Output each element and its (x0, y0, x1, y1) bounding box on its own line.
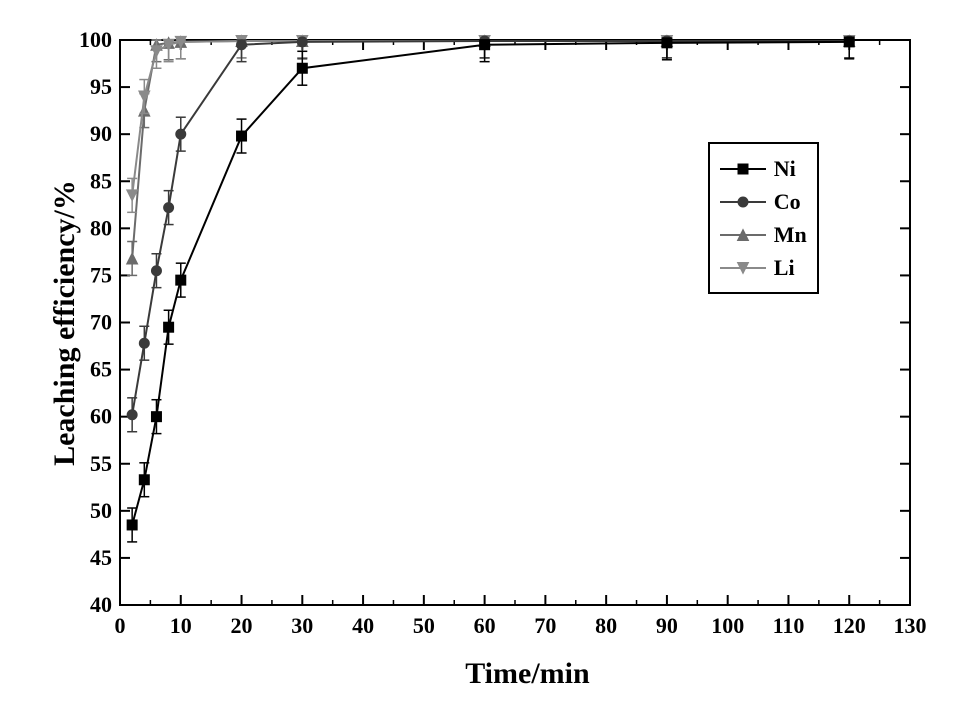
legend-swatch-Mn (720, 226, 766, 242)
legend-swatch-Li (720, 259, 766, 275)
x-tick-label: 130 (894, 613, 927, 638)
marker-circle (176, 129, 186, 139)
legend-item-Li: Li (720, 251, 807, 284)
y-tick-label: 80 (90, 215, 112, 240)
marker-square (480, 40, 490, 50)
legend-item-Ni: Ni (720, 152, 807, 185)
y-tick-label: 45 (90, 545, 112, 570)
x-tick-label: 20 (231, 613, 253, 638)
legend-label-Li: Li (774, 251, 795, 284)
marker-circle (738, 197, 748, 207)
marker-square (151, 412, 161, 422)
y-axis-label: Leaching efficiency/% (48, 180, 82, 466)
marker-triangle-down (127, 190, 138, 201)
x-tick-label: 90 (656, 613, 678, 638)
legend-label-Co: Co (774, 185, 801, 218)
marker-square (164, 322, 174, 332)
legend: NiCoMnLi (708, 142, 819, 294)
marker-circle (164, 203, 174, 213)
marker-circle (237, 40, 247, 50)
x-tick-label: 0 (115, 613, 126, 638)
y-tick-label: 50 (90, 498, 112, 523)
y-tick-label: 40 (90, 592, 112, 617)
legend-item-Mn: Mn (720, 218, 807, 251)
marker-square (139, 475, 149, 485)
x-tick-label: 10 (170, 613, 192, 638)
x-tick-label: 30 (291, 613, 313, 638)
marker-square (176, 275, 186, 285)
x-axis-label: Time/min (465, 657, 589, 691)
legend-label-Ni: Ni (774, 152, 796, 185)
marker-square (237, 131, 247, 141)
x-tick-label: 100 (711, 613, 744, 638)
marker-circle (151, 266, 161, 276)
marker-circle (127, 410, 137, 420)
marker-circle (297, 37, 307, 47)
x-tick-label: 80 (595, 613, 617, 638)
legend-swatch-Co (720, 193, 766, 209)
marker-triangle-down (151, 46, 162, 57)
marker-triangle-up (127, 253, 138, 264)
marker-square (297, 63, 307, 73)
x-tick-label: 60 (474, 613, 496, 638)
y-tick-label: 90 (90, 121, 112, 146)
y-tick-label: 60 (90, 404, 112, 429)
y-tick-label: 95 (90, 74, 112, 99)
marker-square (662, 38, 672, 48)
x-tick-label: 50 (413, 613, 435, 638)
marker-square (844, 37, 854, 47)
x-tick-label: 120 (833, 613, 866, 638)
marker-square (738, 164, 748, 174)
y-tick-label: 65 (90, 357, 112, 382)
plot-svg: 0 10 20 30 40 50 60 70 80 90 100 110 120 130 40 45 50 55 6… (0, 0, 973, 721)
y-tick-label: 55 (90, 451, 112, 476)
y-tick-label: 70 (90, 310, 112, 335)
marker-triangle-down (139, 91, 150, 102)
marker-circle (139, 338, 149, 348)
legend-swatch-Ni (720, 160, 766, 176)
x-tick-label: 70 (534, 613, 556, 638)
x-tick-label: 40 (352, 613, 374, 638)
y-tick-label: 75 (90, 262, 112, 287)
legend-label-Mn: Mn (774, 218, 807, 251)
x-tick-label: 110 (773, 613, 805, 638)
y-tick-label: 100 (79, 27, 112, 52)
legend-item-Co: Co (720, 185, 807, 218)
marker-square (127, 520, 137, 530)
figure: 0 10 20 30 40 50 60 70 80 90 100 110 120 130 40 45 50 55 6… (0, 0, 973, 721)
y-tick-label: 85 (90, 168, 112, 193)
